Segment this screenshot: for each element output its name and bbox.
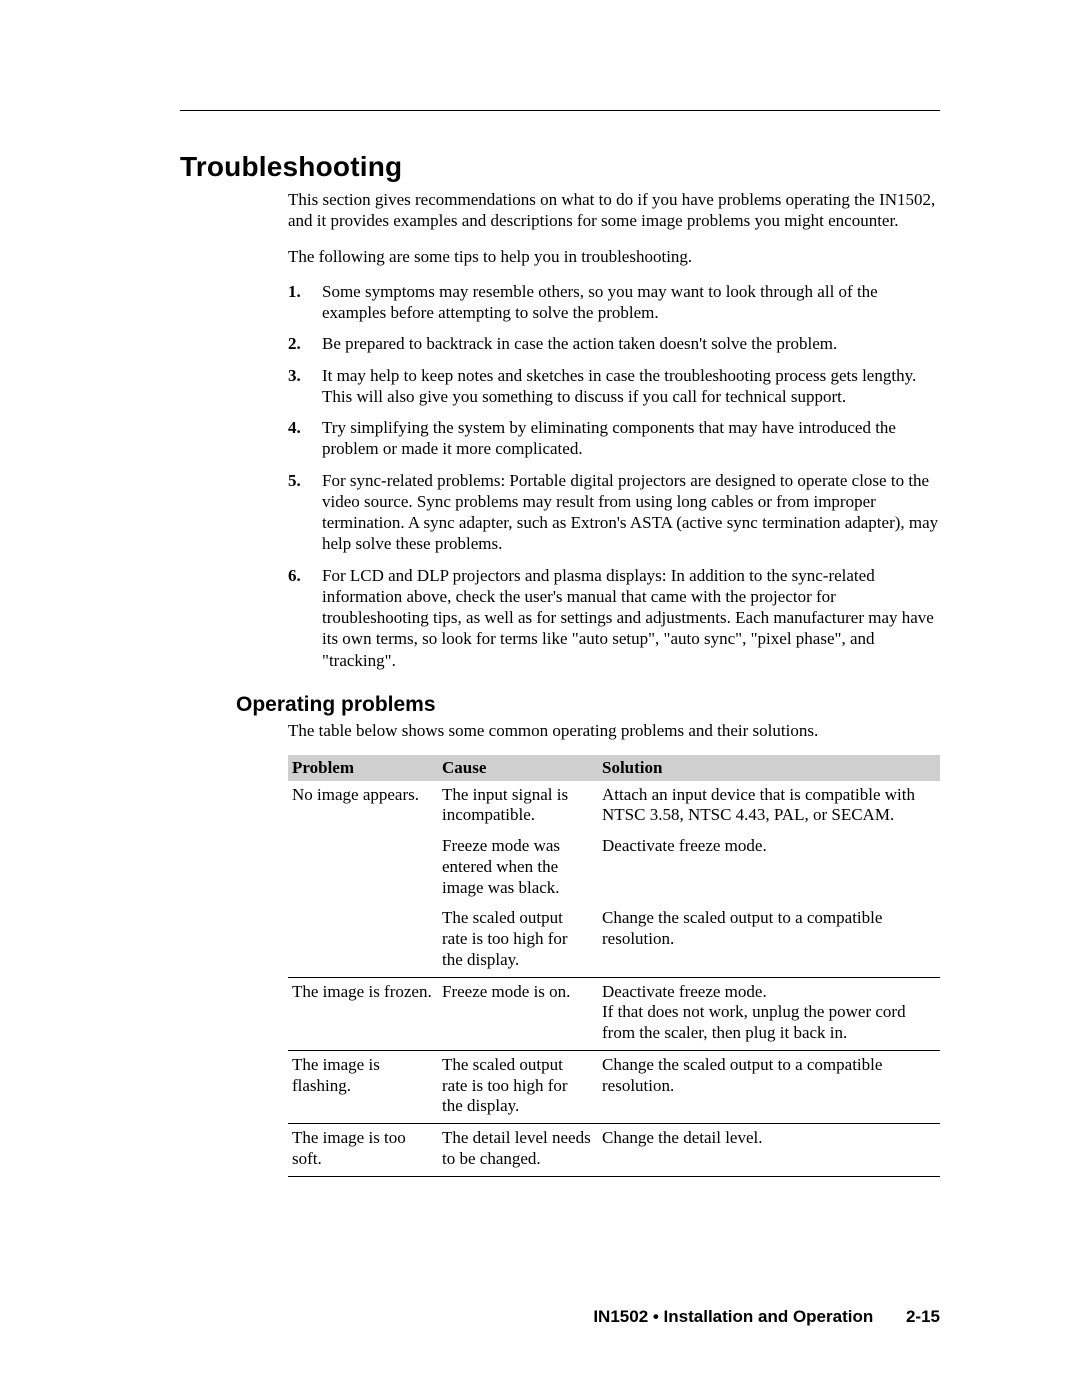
tip-item: 4.Try simplifying the system by eliminat…: [288, 417, 940, 460]
col-header-cause: Cause: [438, 755, 598, 781]
cell-solution: Attach an input device that is compatibl…: [598, 781, 940, 832]
tip-item: 1.Some symptoms may resemble others, so …: [288, 281, 940, 324]
tips-list: 1.Some symptoms may resemble others, so …: [288, 281, 940, 671]
tip-text: For LCD and DLP projectors and plasma di…: [322, 565, 940, 671]
page-footer: IN1502 • Installation and Operation 2-15: [593, 1307, 940, 1327]
table-row: The image is too soft.The detail level n…: [288, 1124, 940, 1176]
tip-item: 2.Be prepared to backtrack in case the a…: [288, 333, 940, 354]
tip-item: 5.For sync-related problems: Portable di…: [288, 470, 940, 555]
cell-problem: The image is too soft.: [288, 1124, 438, 1176]
cell-cause: Freeze mode is on.: [438, 977, 598, 1050]
tip-text: It may help to keep notes and sketches i…: [322, 365, 940, 408]
tip-number: 6.: [288, 565, 322, 671]
cell-solution: Deactivate freeze mode.: [598, 832, 940, 904]
tip-item: 6.For LCD and DLP projectors and plasma …: [288, 565, 940, 671]
table-row: Freeze mode was entered when the image w…: [288, 832, 940, 904]
table-row: The scaled output rate is too high for t…: [288, 904, 940, 977]
top-rule: [180, 110, 940, 111]
intro-paragraph-2: The following are some tips to help you …: [288, 246, 940, 267]
col-header-problem: Problem: [288, 755, 438, 781]
cell-cause: Freeze mode was entered when the image w…: [438, 832, 598, 904]
cell-solution: Deactivate freeze mode.If that does not …: [598, 977, 940, 1050]
section-title: Troubleshooting: [180, 151, 940, 183]
tip-text: Some symptoms may resemble others, so yo…: [322, 281, 940, 324]
tip-number: 2.: [288, 333, 322, 354]
cell-problem: The image is frozen.: [288, 977, 438, 1050]
cell-cause: The scaled output rate is too high for t…: [438, 904, 598, 977]
cell-problem: The image is flashing.: [288, 1050, 438, 1123]
intro-block: This section gives recommendations on wh…: [288, 189, 940, 671]
cell-cause: The detail level needs to be changed.: [438, 1124, 598, 1176]
cell-cause: The scaled output rate is too high for t…: [438, 1050, 598, 1123]
cell-cause: The input signal is incompatible.: [438, 781, 598, 832]
subsection-title: Operating problems: [236, 693, 940, 717]
table-header-row: Problem Cause Solution: [288, 755, 940, 781]
cell-solution: Change the scaled output to a compatible…: [598, 904, 940, 977]
tip-number: 3.: [288, 365, 322, 408]
tip-number: 5.: [288, 470, 322, 555]
tip-number: 1.: [288, 281, 322, 324]
table-row: No image appears.The input signal is inc…: [288, 781, 940, 832]
cell-problem: [288, 904, 438, 977]
tip-item: 3.It may help to keep notes and sketches…: [288, 365, 940, 408]
tip-text: For sync-related problems: Portable digi…: [322, 470, 940, 555]
tip-text: Try simplifying the system by eliminatin…: [322, 417, 940, 460]
page-content: Troubleshooting This section gives recom…: [0, 0, 1080, 1177]
table-row: The image is frozen.Freeze mode is on.De…: [288, 977, 940, 1050]
tip-number: 4.: [288, 417, 322, 460]
tip-text: Be prepared to backtrack in case the act…: [322, 333, 940, 354]
troubleshoot-table: Problem Cause Solution No image appears.…: [288, 755, 940, 1177]
cell-solution: Change the scaled output to a compatible…: [598, 1050, 940, 1123]
cell-problem: [288, 832, 438, 904]
table-block: The table below shows some common operat…: [288, 721, 940, 1177]
table-row: The image is flashing.The scaled output …: [288, 1050, 940, 1123]
table-intro: The table below shows some common operat…: [288, 721, 940, 741]
cell-problem: No image appears.: [288, 781, 438, 832]
footer-doc-title: IN1502 • Installation and Operation: [593, 1307, 873, 1326]
cell-solution: Change the detail level.: [598, 1124, 940, 1176]
footer-page-number: 2-15: [906, 1307, 940, 1326]
intro-paragraph-1: This section gives recommendations on wh…: [288, 189, 940, 232]
col-header-solution: Solution: [598, 755, 940, 781]
